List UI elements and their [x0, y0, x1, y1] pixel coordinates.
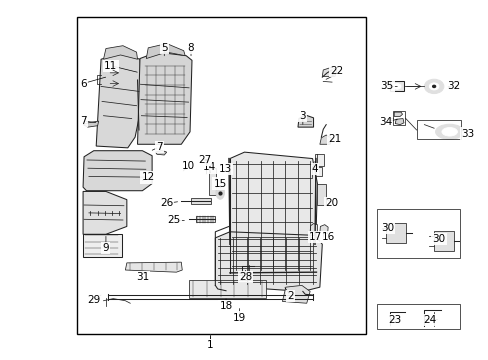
Text: 34: 34 [378, 117, 391, 127]
Text: 2: 2 [287, 291, 293, 301]
Circle shape [424, 79, 443, 94]
Bar [83, 234, 122, 257]
Bar [77, 18, 366, 334]
Polygon shape [137, 52, 192, 144]
Polygon shape [319, 225, 327, 234]
Polygon shape [215, 232, 322, 292]
Bar [314, 154, 324, 166]
Polygon shape [103, 46, 137, 59]
Bar [376, 208, 459, 258]
Bar [317, 184, 325, 205]
Bar [196, 216, 215, 222]
Bar [386, 223, 405, 243]
Text: 5: 5 [161, 43, 167, 53]
Text: 6: 6 [80, 78, 86, 89]
Polygon shape [125, 262, 182, 272]
Circle shape [392, 84, 400, 89]
Bar [389, 81, 403, 91]
Text: 35: 35 [380, 81, 393, 91]
Text: 17: 17 [308, 232, 322, 242]
Text: 20: 20 [325, 198, 338, 208]
Ellipse shape [176, 198, 184, 205]
Polygon shape [155, 150, 166, 155]
Polygon shape [319, 135, 330, 144]
Polygon shape [229, 152, 317, 276]
Text: 15: 15 [213, 179, 226, 189]
Text: 29: 29 [87, 295, 100, 305]
Text: 4: 4 [311, 164, 318, 174]
Polygon shape [83, 151, 152, 191]
Text: 28: 28 [238, 272, 252, 282]
Text: 25: 25 [167, 215, 180, 225]
Text: 10: 10 [182, 161, 195, 171]
Bar [376, 303, 459, 329]
Text: 7: 7 [80, 116, 86, 126]
Bar [392, 111, 405, 125]
Circle shape [428, 83, 438, 90]
Text: 7: 7 [156, 142, 163, 152]
Text: 18: 18 [219, 301, 232, 311]
Text: 12: 12 [142, 172, 155, 183]
Text: 21: 21 [327, 134, 340, 144]
Text: 19: 19 [233, 312, 246, 323]
Text: 32: 32 [446, 81, 459, 91]
Ellipse shape [215, 186, 224, 199]
Text: 16: 16 [321, 232, 334, 242]
Text: 9: 9 [102, 243, 109, 253]
Circle shape [432, 85, 435, 87]
Text: 30: 30 [431, 234, 445, 244]
Polygon shape [322, 67, 336, 76]
Text: 31: 31 [136, 272, 149, 282]
Bar [433, 231, 453, 251]
Text: 11: 11 [104, 61, 117, 71]
Polygon shape [96, 53, 142, 148]
Text: 1: 1 [207, 340, 213, 350]
Ellipse shape [441, 127, 457, 136]
Bar [191, 198, 211, 204]
Text: 33: 33 [461, 129, 474, 139]
Text: 26: 26 [160, 198, 173, 208]
Polygon shape [83, 121, 99, 127]
Bar [209, 168, 216, 195]
Text: 23: 23 [388, 315, 401, 325]
Polygon shape [146, 44, 185, 59]
Bar [314, 167, 321, 176]
Polygon shape [297, 115, 313, 127]
Text: 22: 22 [329, 66, 343, 76]
Bar [416, 120, 460, 139]
Text: 24: 24 [423, 315, 436, 325]
Text: 14: 14 [203, 162, 216, 172]
Text: 8: 8 [187, 43, 194, 53]
Polygon shape [394, 118, 403, 125]
Text: 13: 13 [218, 164, 231, 174]
Polygon shape [188, 280, 266, 298]
Polygon shape [282, 285, 309, 303]
Text: 30: 30 [380, 223, 393, 233]
Polygon shape [83, 192, 126, 234]
Polygon shape [309, 224, 317, 232]
Circle shape [102, 299, 110, 305]
Text: 3: 3 [299, 111, 305, 121]
Ellipse shape [435, 124, 463, 139]
Text: 27: 27 [198, 156, 211, 165]
Polygon shape [393, 112, 402, 116]
